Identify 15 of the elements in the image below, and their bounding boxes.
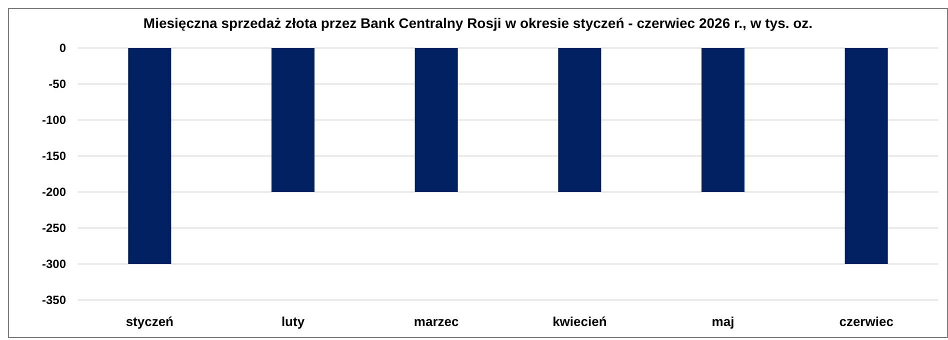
y-tick-label: -250 [42, 221, 66, 236]
x-tick-label: kwiecień [552, 314, 607, 329]
y-tick-label: -150 [42, 149, 66, 164]
y-tick-label: -350 [42, 293, 66, 308]
y-tick-label: -100 [42, 113, 66, 128]
y-tick-label: -300 [42, 257, 66, 272]
y-tick-label: 0 [59, 41, 66, 56]
chart-title: Miesięczna sprzedaż złota przez Bank Centralny Rosji w okresie styczeń - czerwiec 2026 r., w tys. oz. [143, 15, 813, 31]
x-tick-label: luty [281, 314, 306, 329]
x-tick-label: marzec [414, 314, 459, 329]
x-tick-label: czerwiec [839, 314, 894, 329]
x-tick-label: styczeń [126, 314, 174, 329]
x-tick-label: maj [712, 314, 734, 329]
y-tick-label: -200 [42, 185, 66, 200]
y-tick-label: -50 [48, 77, 66, 92]
